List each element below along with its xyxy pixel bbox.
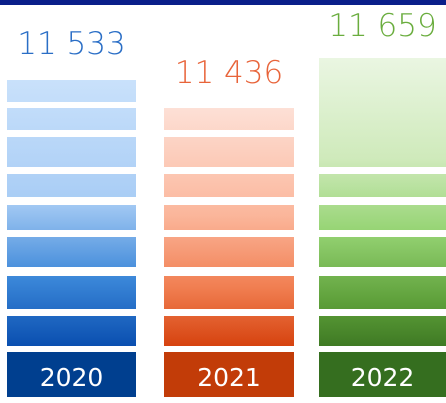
value-label-2022: 11 659 xyxy=(328,8,436,44)
bar-segment-2021 xyxy=(164,276,294,309)
bar-base-2020 xyxy=(7,352,136,397)
bar-segment-2020 xyxy=(7,137,136,167)
bar-segment-2022 xyxy=(319,58,446,167)
bar-segment-2022 xyxy=(319,316,446,346)
bar-segment-2020 xyxy=(7,108,136,130)
bar-segment-2020 xyxy=(7,276,136,309)
value-label-2021: 11 436 xyxy=(175,55,283,91)
bar-segment-2020 xyxy=(7,80,136,102)
bar-segment-2022 xyxy=(319,174,446,197)
bar-segment-2020 xyxy=(7,205,136,230)
bar-segment-2020 xyxy=(7,174,136,197)
bar-segment-2020 xyxy=(7,316,136,346)
bar-segment-2021 xyxy=(164,237,294,267)
bar-segment-2021 xyxy=(164,137,294,167)
bar-segment-2020 xyxy=(7,237,136,267)
bar-segment-2022 xyxy=(319,205,446,230)
category-label-2021: 2021 xyxy=(197,363,261,392)
bar-segment-2021 xyxy=(164,174,294,197)
category-label-2022: 2022 xyxy=(351,363,415,392)
value-label-2020: 11 533 xyxy=(17,26,125,62)
bar-segment-2021 xyxy=(164,205,294,230)
top-border xyxy=(0,0,446,5)
bar-segment-2021 xyxy=(164,316,294,346)
bar-segment-2022 xyxy=(319,237,446,267)
category-label-2020: 2020 xyxy=(40,363,104,392)
bar-base-2021 xyxy=(164,352,294,397)
bar-base-2022 xyxy=(319,352,446,397)
bar-segment-2021 xyxy=(164,108,294,130)
bar-segment-2022 xyxy=(319,276,446,309)
